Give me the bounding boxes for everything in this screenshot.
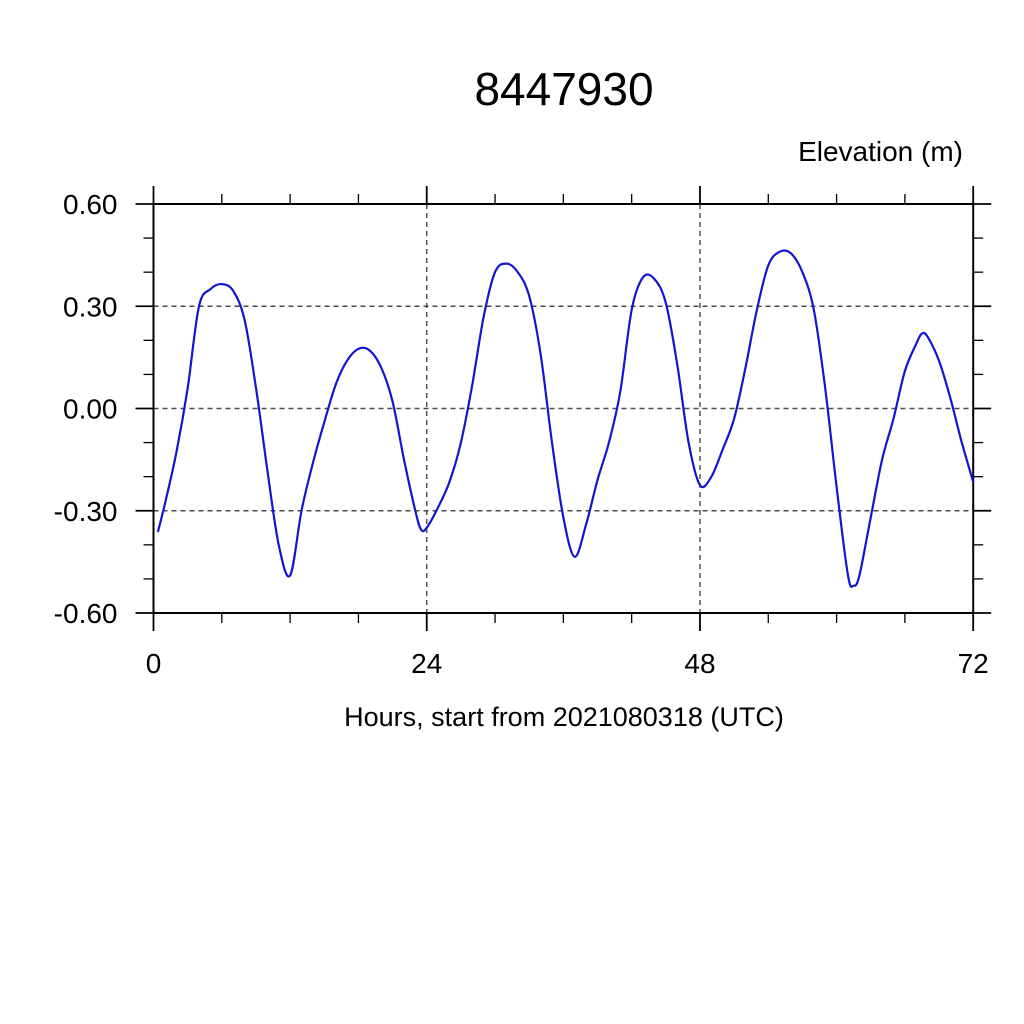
chart-title: 8447930 <box>474 63 654 115</box>
y-tick-label: -0.30 <box>54 496 118 527</box>
y-tick-label: -0.60 <box>54 598 118 629</box>
y-axis-title: Elevation (m) <box>798 136 963 167</box>
x-axis-title: Hours, start from 2021080318 (UTC) <box>344 702 784 732</box>
x-tick-label: 0 <box>146 648 162 679</box>
x-tick-label: 48 <box>684 648 715 679</box>
y-tick-label: 0.30 <box>63 291 118 322</box>
x-tick-label: 24 <box>411 648 442 679</box>
y-tick-label: 0.60 <box>63 189 118 220</box>
elevation-line <box>157 249 975 588</box>
x-tick-label: 72 <box>958 648 989 679</box>
plot-frame <box>152 203 975 614</box>
y-tick-label: 0.00 <box>63 394 118 425</box>
